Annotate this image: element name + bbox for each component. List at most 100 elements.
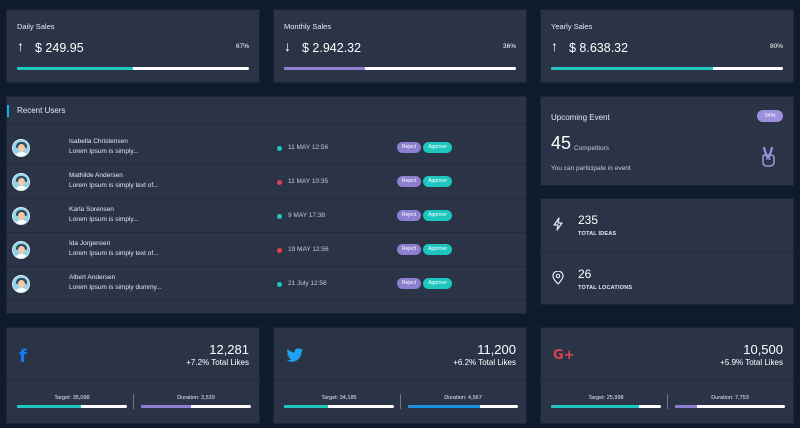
- target-label: Target: 25,998: [588, 395, 624, 401]
- user-description: Lorem Ipsum is simply text of...: [69, 250, 159, 257]
- avatar: [12, 275, 30, 293]
- arrow-up-icon: ↑: [551, 38, 558, 54]
- lightning-icon: [553, 217, 563, 231]
- stat-row-locations: 26 TOTAL LOCATIONS: [541, 253, 793, 306]
- sales-percent: 36%: [502, 43, 516, 50]
- target-progress-bar: [551, 405, 661, 408]
- facebook-card: f 12,281 +7.2% Total Likes Target: 35,09…: [6, 327, 260, 424]
- twitter-card: 11,200 +6.2% Total Likes Target: 34,185 …: [273, 327, 527, 424]
- google-plus-card: G+ 10,500 +5.9% Total Likes Target: 25,9…: [540, 327, 794, 424]
- victory-hand-icon: [762, 147, 775, 167]
- duration-label: Duration: 7,753: [711, 395, 749, 401]
- duration-progress-fill: [408, 405, 480, 408]
- user-date: 21 July 12:56: [288, 280, 327, 287]
- user-description: Lorem Ipsum is simply...: [69, 148, 139, 155]
- user-row: Karla Sorensen Lorem Ipsum is simply... …: [7, 199, 526, 233]
- daily-sales-card: Daily Sales ↑ $ 249.95 67%: [6, 9, 260, 83]
- divider: [667, 394, 668, 409]
- reject-button[interactable]: Reject: [397, 176, 421, 187]
- target-label: Target: 35,098: [54, 395, 90, 401]
- divider: [133, 394, 134, 409]
- reject-button[interactable]: Reject: [397, 244, 421, 255]
- user-name: Mathilde Andersen: [69, 172, 123, 179]
- sales-amount: $ 2.942.32: [302, 41, 362, 55]
- yearly-sales-card: Yearly Sales ↑ $ 8.638.32 80%: [540, 9, 794, 83]
- likes-label: +6.2% Total Likes: [453, 358, 516, 367]
- target-progress-fill: [551, 405, 639, 408]
- status-dot: [277, 146, 282, 151]
- avatar: [12, 241, 30, 259]
- reject-button[interactable]: Reject: [397, 142, 421, 153]
- facebook-icon: f: [19, 346, 27, 367]
- user-row: Ida Jorgensen Lorem Ipsum is simply text…: [7, 233, 526, 267]
- divider: [274, 380, 526, 381]
- duration-progress-fill: [141, 405, 191, 408]
- user-date: 11 MAY 12:56: [288, 144, 329, 151]
- sales-amount: $ 8.638.32: [569, 41, 629, 55]
- user-name: Ida Jorgensen: [69, 240, 111, 247]
- user-name: Isabella Christensen: [69, 138, 128, 145]
- duration-progress-bar: [675, 405, 785, 408]
- sales-progress-fill: [17, 67, 133, 70]
- user-name: Karla Sorensen: [69, 206, 114, 213]
- sales-progress-bar: [17, 67, 249, 70]
- approve-button[interactable]: Approve: [423, 142, 452, 153]
- arrow-up-icon: ↑: [17, 38, 24, 54]
- stats-card: 235 TOTAL IDEAS 26 TOTAL LOCATIONS: [540, 198, 794, 305]
- sales-percent: 67%: [235, 43, 249, 50]
- status-dot: [277, 214, 282, 219]
- event-count-label: Competitors: [574, 145, 610, 152]
- sales-title: Yearly Sales: [551, 22, 593, 31]
- divider: [7, 380, 259, 381]
- location-pin-icon: [552, 271, 564, 285]
- likes-count: 11,200: [477, 342, 516, 357]
- reject-button[interactable]: Reject: [397, 210, 421, 221]
- divider: [541, 380, 793, 381]
- google-plus-icon: G+: [553, 348, 575, 363]
- recent-users-header: Recent Users: [7, 97, 526, 125]
- sales-amount: $ 249.95: [35, 41, 84, 55]
- reject-button[interactable]: Reject: [397, 278, 421, 289]
- duration-label: Duration: 4,567: [444, 395, 482, 401]
- recent-users-card: Recent Users Isabella Christensen Lorem …: [6, 96, 527, 314]
- monthly-sales-card: Monthly Sales ↓ $ 2.942.32 36%: [273, 9, 527, 83]
- user-row: Isabella Christensen Lorem Ipsum is simp…: [7, 131, 526, 165]
- target-progress-bar: [284, 405, 394, 408]
- avatar: [12, 139, 30, 157]
- sales-title: Monthly Sales: [284, 22, 332, 31]
- duration-progress-fill: [675, 405, 697, 408]
- divider: [541, 252, 793, 253]
- user-date: 9 MAY 17:38: [288, 212, 325, 219]
- target-progress-fill: [17, 405, 81, 408]
- sales-title: Daily Sales: [17, 22, 55, 31]
- duration-progress-bar: [141, 405, 251, 408]
- status-dot: [277, 180, 282, 185]
- approve-button[interactable]: Approve: [423, 210, 452, 221]
- sales-progress-fill: [284, 67, 366, 70]
- avatar: [12, 173, 30, 191]
- likes-label: +7.2% Total Likes: [186, 358, 249, 367]
- likes-label: +5.9% Total Likes: [720, 358, 783, 367]
- approve-button[interactable]: Approve: [423, 244, 452, 255]
- recent-users-title: Recent Users: [17, 106, 66, 115]
- stat-label: TOTAL LOCATIONS: [578, 285, 633, 291]
- stat-value: 26: [578, 267, 592, 281]
- status-dot: [277, 248, 282, 253]
- duration-progress-bar: [408, 405, 518, 408]
- arrow-down-icon: ↓: [284, 38, 291, 54]
- target-progress-fill: [284, 405, 328, 408]
- upcoming-event-card: Upcoming Event 34% 45 Competitors You ca…: [540, 96, 794, 186]
- user-date: 11 MAY 10:35: [288, 178, 329, 185]
- approve-button[interactable]: Approve: [423, 278, 452, 289]
- user-description: Lorem Ipsum is simply dummy...: [69, 284, 162, 291]
- event-badge: 34%: [757, 110, 783, 122]
- avatar: [12, 207, 30, 225]
- event-title: Upcoming Event: [551, 113, 610, 122]
- stat-label: TOTAL IDEAS: [578, 231, 617, 237]
- twitter-icon: [286, 348, 304, 362]
- user-name: Albert Andersen: [69, 274, 116, 281]
- likes-count: 12,281: [209, 342, 249, 357]
- approve-button[interactable]: Approve: [423, 176, 452, 187]
- status-dot: [277, 282, 282, 287]
- stat-row-ideas: 235 TOTAL IDEAS: [541, 199, 793, 252]
